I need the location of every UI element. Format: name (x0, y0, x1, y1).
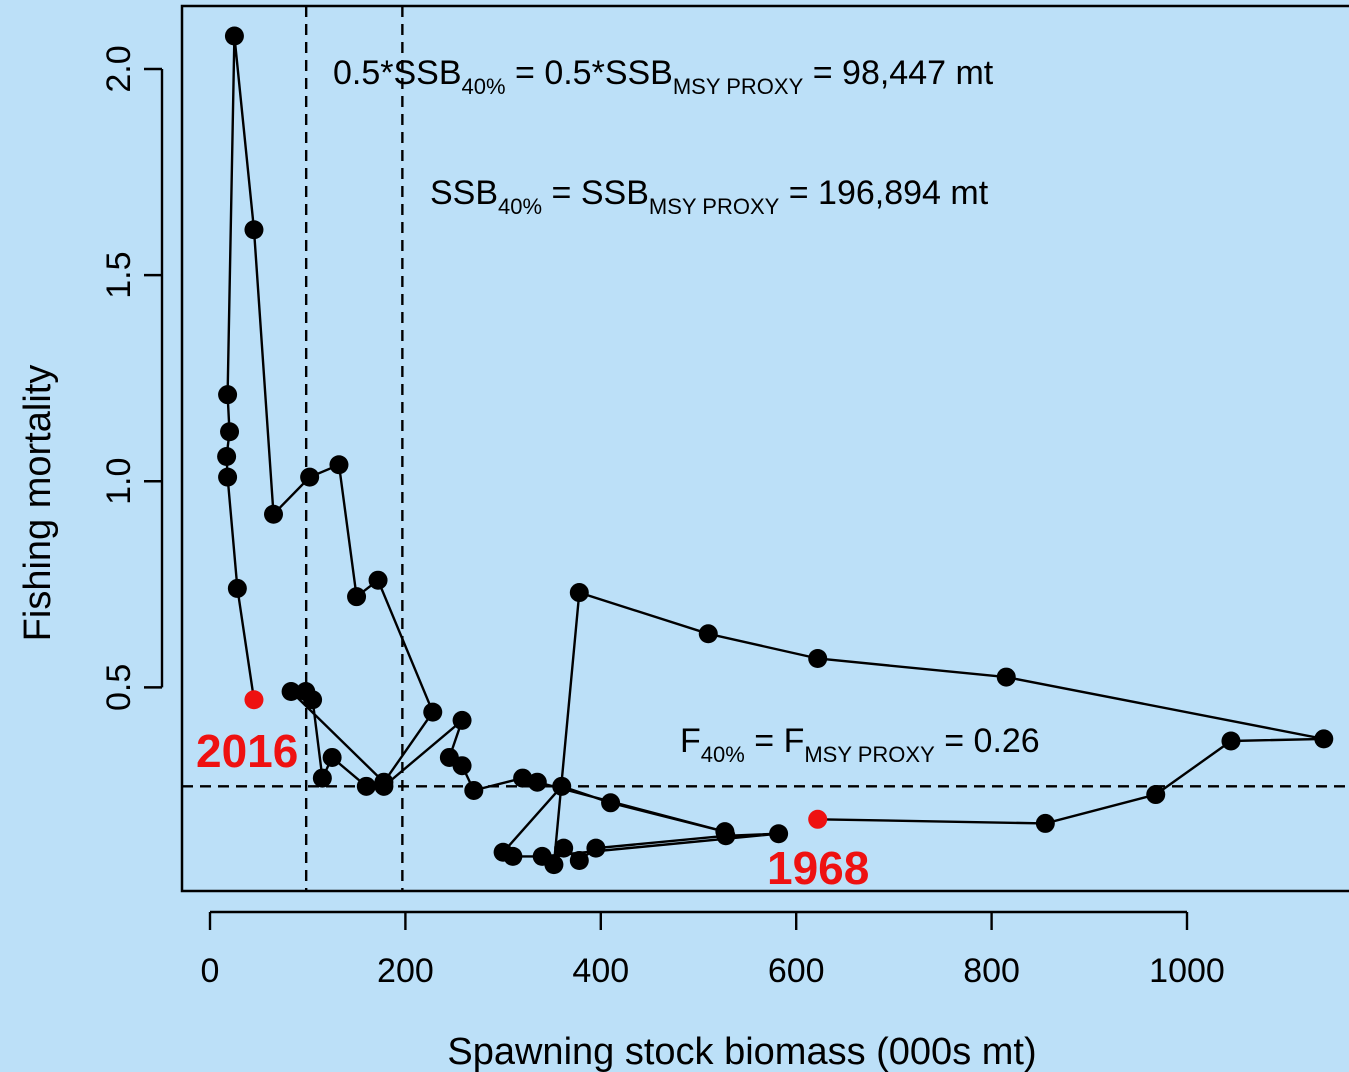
plot-frame (180, 4, 1349, 893)
data-point (281, 681, 301, 701)
data-point (220, 422, 240, 442)
annotation-half-ssb: 0.5*SSB40% = 0.5*SSBMSY PROXY = 98,447 m… (333, 54, 994, 99)
data-point (1221, 731, 1241, 751)
data-point (769, 824, 789, 844)
data-point (218, 467, 238, 487)
data-point (586, 838, 606, 858)
data-point (374, 772, 394, 792)
data-point (452, 710, 472, 730)
end-year-label: 2016 (196, 725, 298, 777)
axes: 0 200 400 600 800 1000 0.5 1.0 1.5 2.0 (100, 45, 1225, 990)
data-point (532, 846, 552, 866)
data-point (493, 842, 513, 862)
data-point (356, 776, 376, 796)
data-point (808, 649, 828, 669)
data-point (264, 504, 284, 524)
data-point (569, 583, 589, 603)
data-point (423, 702, 443, 722)
y-axis-title: Fishing mortality (17, 365, 59, 642)
data-point (1314, 729, 1334, 749)
data-point (347, 587, 367, 607)
data-point (329, 455, 349, 475)
data-point (527, 772, 547, 792)
data-point (322, 747, 342, 767)
data-point (217, 447, 237, 467)
x-tick-label: 1000 (1149, 952, 1225, 990)
x-tick-label: 400 (572, 952, 629, 990)
data-point (224, 26, 244, 46)
y-tick-label: 0.5 (100, 664, 138, 711)
data-point (554, 838, 574, 858)
data-point (569, 851, 589, 871)
y-tick-label: 1.0 (100, 458, 138, 505)
annotation-ssb: SSB40% = SSBMSY PROXY = 196,894 mt (430, 174, 989, 219)
x-tick-label: 200 (377, 952, 434, 990)
end-point (244, 690, 264, 710)
data-point (218, 385, 238, 405)
data-point (715, 822, 735, 842)
data-point (368, 570, 388, 590)
data-point (601, 793, 621, 813)
data-point (1035, 813, 1055, 833)
data-point (244, 220, 264, 240)
data-point (698, 624, 718, 644)
data-points (217, 26, 1334, 875)
annotation-fmsy: F40% = FMSY PROXY = 0.26 (680, 722, 1040, 767)
data-point (552, 776, 572, 796)
y-tick-label: 1.5 (100, 251, 138, 298)
data-point (464, 780, 484, 800)
x-tick-label: 800 (963, 952, 1020, 990)
start-point (808, 809, 828, 829)
data-point (996, 667, 1016, 687)
data-point (227, 578, 247, 598)
x-axis-title: Spawning stock biomass (000s mt) (447, 1031, 1036, 1072)
data-point (513, 768, 533, 788)
data-point (300, 467, 320, 487)
x-tick-label: 0 (201, 952, 220, 990)
y-tick-label: 2.0 (100, 45, 138, 92)
data-point (1146, 785, 1166, 805)
data-point (439, 747, 459, 767)
x-tick-label: 600 (768, 952, 825, 990)
start-year-label: 1968 (767, 842, 869, 894)
data-point (296, 681, 316, 701)
data-point (312, 768, 332, 788)
